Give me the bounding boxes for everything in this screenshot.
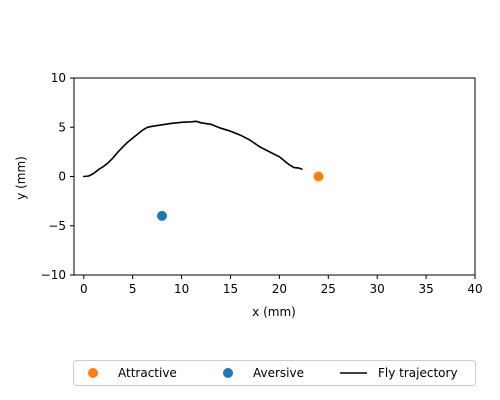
legend-label: Fly trajectory [378, 366, 458, 380]
y-tick-label: 10 [51, 71, 66, 85]
x-tick-label: 25 [321, 282, 336, 296]
y-axis-label: y (mm) [14, 156, 28, 200]
x-tick-label: 40 [467, 282, 482, 296]
y-tick-label: −10 [41, 268, 66, 282]
series-group [83, 120, 324, 221]
attractive-point [313, 171, 324, 182]
x-tick-label: 30 [370, 282, 385, 296]
legend: Attractive Aversive Fly trajectory [73, 360, 476, 386]
x-tick-label: 20 [272, 282, 287, 296]
ticks-group: 0 5 10 15 20 25 30 35 40 −10 −5 0 5 10 [41, 71, 483, 296]
aversive-point [157, 210, 168, 221]
y-tick-label: −5 [48, 219, 66, 233]
legend-label: Attractive [118, 366, 177, 380]
legend-marker [88, 368, 98, 378]
y-tick-label: 0 [58, 170, 66, 184]
labels-group: x (mm) y (mm) [14, 156, 296, 319]
trajectory-line [83, 120, 303, 178]
x-tick-label: 35 [418, 282, 433, 296]
axes-frame [73, 77, 476, 276]
legend-frame [73, 360, 476, 386]
x-axis-label: x (mm) [252, 305, 296, 319]
x-tick-label: 10 [174, 282, 189, 296]
legend-marker [223, 368, 233, 378]
x-tick-label: 5 [129, 282, 137, 296]
x-tick-label: 15 [223, 282, 238, 296]
axes-group [73, 77, 476, 276]
legend-label: Aversive [253, 366, 304, 380]
y-tick-label: 5 [58, 120, 66, 134]
x-tick-label: 0 [80, 282, 88, 296]
